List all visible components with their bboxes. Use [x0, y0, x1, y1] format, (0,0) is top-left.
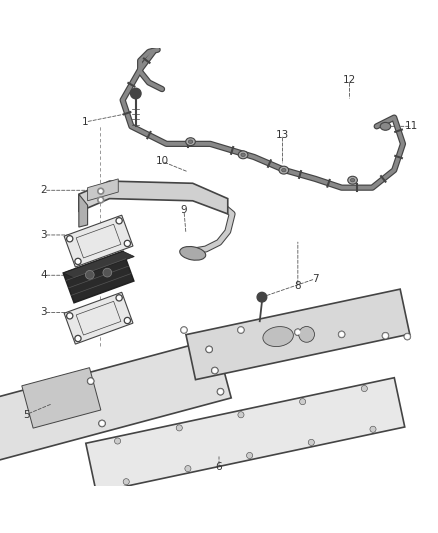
- Circle shape: [89, 379, 92, 383]
- Circle shape: [247, 453, 253, 458]
- Circle shape: [338, 331, 345, 338]
- Ellipse shape: [380, 123, 391, 130]
- Circle shape: [300, 399, 306, 405]
- Circle shape: [404, 333, 411, 340]
- Ellipse shape: [348, 176, 357, 184]
- Circle shape: [406, 335, 409, 338]
- Circle shape: [126, 241, 129, 245]
- Circle shape: [176, 425, 182, 431]
- Polygon shape: [64, 252, 134, 278]
- Circle shape: [103, 268, 112, 277]
- Circle shape: [382, 332, 389, 339]
- Circle shape: [217, 388, 224, 395]
- Circle shape: [294, 329, 301, 336]
- Text: 7: 7: [312, 274, 319, 284]
- Circle shape: [116, 217, 122, 224]
- Ellipse shape: [263, 327, 293, 346]
- Circle shape: [99, 199, 102, 201]
- Text: 6: 6: [215, 462, 223, 472]
- Ellipse shape: [279, 166, 289, 174]
- Circle shape: [75, 335, 81, 342]
- Ellipse shape: [188, 140, 193, 143]
- Circle shape: [116, 295, 122, 301]
- Text: 9: 9: [180, 205, 187, 215]
- Circle shape: [76, 260, 80, 263]
- Circle shape: [308, 439, 314, 446]
- Circle shape: [124, 240, 131, 246]
- Circle shape: [384, 334, 387, 337]
- Circle shape: [219, 390, 222, 393]
- Circle shape: [237, 327, 244, 334]
- Circle shape: [340, 333, 343, 336]
- Circle shape: [299, 327, 314, 342]
- Text: 12: 12: [343, 75, 356, 85]
- Circle shape: [76, 337, 80, 340]
- Circle shape: [238, 411, 244, 418]
- Circle shape: [206, 346, 213, 353]
- Circle shape: [117, 296, 121, 300]
- Circle shape: [185, 465, 191, 472]
- Circle shape: [239, 328, 243, 332]
- Ellipse shape: [241, 153, 245, 157]
- Circle shape: [98, 197, 104, 203]
- Circle shape: [361, 385, 367, 392]
- Polygon shape: [79, 194, 88, 227]
- Text: 11: 11: [405, 122, 418, 131]
- Ellipse shape: [180, 246, 206, 260]
- Text: 10: 10: [155, 156, 169, 166]
- Circle shape: [131, 88, 141, 99]
- Circle shape: [213, 369, 216, 372]
- Text: 3: 3: [40, 308, 47, 318]
- Ellipse shape: [186, 138, 195, 146]
- Text: 8: 8: [294, 281, 301, 291]
- Circle shape: [87, 377, 94, 385]
- Circle shape: [117, 219, 121, 223]
- Circle shape: [124, 318, 131, 324]
- Circle shape: [98, 188, 104, 194]
- Ellipse shape: [238, 151, 248, 159]
- Circle shape: [100, 422, 104, 425]
- Circle shape: [123, 479, 129, 485]
- Text: 1: 1: [82, 117, 89, 127]
- Circle shape: [208, 348, 211, 351]
- Polygon shape: [64, 215, 133, 267]
- Circle shape: [211, 367, 218, 374]
- Polygon shape: [186, 289, 410, 379]
- Polygon shape: [0, 338, 231, 466]
- Circle shape: [370, 426, 376, 432]
- Text: 13: 13: [276, 130, 289, 140]
- Circle shape: [68, 237, 71, 240]
- Text: 3: 3: [40, 230, 47, 240]
- Circle shape: [67, 236, 73, 242]
- Polygon shape: [79, 181, 228, 214]
- Circle shape: [296, 330, 300, 334]
- Text: 4: 4: [40, 270, 47, 280]
- Circle shape: [68, 314, 71, 318]
- Polygon shape: [64, 292, 133, 344]
- Circle shape: [67, 313, 73, 319]
- Ellipse shape: [350, 179, 355, 182]
- Polygon shape: [22, 368, 101, 428]
- Circle shape: [75, 259, 81, 264]
- Text: 2: 2: [40, 185, 47, 195]
- Circle shape: [85, 270, 94, 279]
- Circle shape: [114, 438, 120, 444]
- Circle shape: [182, 328, 186, 332]
- Circle shape: [180, 327, 187, 334]
- Circle shape: [99, 420, 106, 427]
- Circle shape: [257, 292, 267, 302]
- Circle shape: [126, 319, 129, 322]
- Text: 5: 5: [23, 409, 30, 419]
- Polygon shape: [88, 179, 118, 201]
- Polygon shape: [86, 378, 405, 492]
- Polygon shape: [64, 252, 134, 303]
- Ellipse shape: [282, 168, 286, 172]
- Circle shape: [99, 190, 102, 192]
